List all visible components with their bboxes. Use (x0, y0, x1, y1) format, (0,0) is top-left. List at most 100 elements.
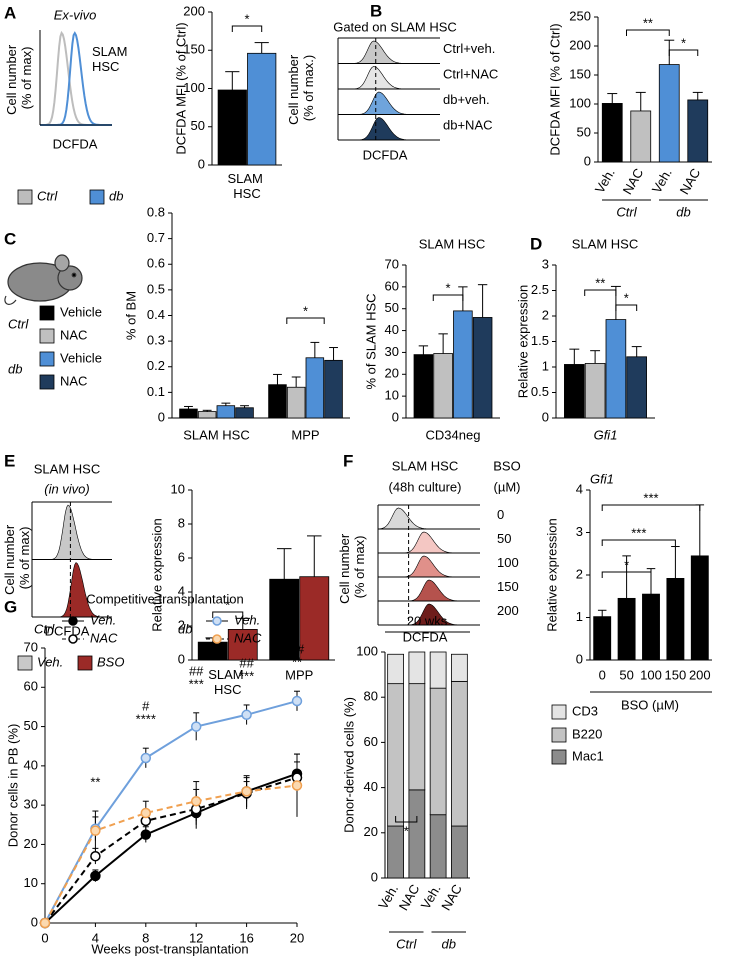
annotation: **** (136, 712, 156, 727)
panel-label: SLAM HSC (92, 44, 131, 74)
y-tick-label: 6 (178, 549, 185, 564)
y-tick-label: 0.7 (147, 230, 165, 245)
y-axis-label: Relative expression (544, 518, 559, 631)
significance-bracket (231, 25, 263, 32)
point (140, 807, 152, 819)
bar (235, 407, 254, 419)
y-tick-label: 20 (385, 366, 399, 381)
bar-segment (408, 651, 426, 685)
histogram (32, 504, 112, 560)
bar (197, 411, 217, 419)
point (39, 917, 51, 929)
bar (666, 578, 685, 661)
panel-letter: A (4, 3, 16, 22)
y-tick-label: 2.5 (531, 282, 549, 297)
legend-label: Veh. (234, 612, 260, 627)
significance-label: * (404, 823, 409, 838)
x-tick-label: 8 (142, 930, 149, 945)
point (190, 795, 202, 807)
histogram (338, 91, 440, 115)
row-label: db+veh. (443, 92, 490, 107)
x-tick-label: SLAM HSC (208, 667, 247, 697)
bar (227, 629, 258, 661)
row-label: Ctrl+NAC (443, 66, 498, 81)
y-tick-label: 150 (183, 42, 205, 57)
point (291, 780, 303, 791)
x-axis-label: BSO (µM) (621, 697, 679, 712)
text-line: Cell number (4, 41, 19, 115)
x-tick-label: 12 (189, 930, 203, 945)
legend-group: db (8, 361, 22, 376)
y-axis-label: Donor cells in PB (%) (5, 724, 20, 848)
series-line (44, 776, 298, 924)
y-tick-label: 250 (569, 8, 591, 23)
chart-title: SLAM HSC (419, 236, 485, 251)
significance-bracket (212, 611, 244, 618)
bar-segment (451, 653, 468, 682)
significance-label: * (624, 557, 629, 572)
point (291, 695, 303, 707)
y-tick-label: 10 (171, 481, 185, 496)
group-label: db (676, 204, 690, 219)
point (241, 786, 252, 797)
chart-subtitle: (in vivo) (44, 481, 90, 496)
y-tick-label: 4 (576, 481, 583, 496)
point (90, 870, 101, 882)
y-tick-label: 0 (584, 153, 591, 168)
significance-label: * (624, 290, 629, 305)
y-tick-label: 0.1 (147, 384, 165, 399)
row-header: BSO (493, 458, 520, 473)
series-line (44, 772, 298, 924)
legend-label: B220 (572, 726, 602, 741)
histogram (32, 562, 112, 618)
y-tick-label: 50 (577, 124, 591, 139)
y-axis-label: DCFDA MFI (% of Ctrl) (173, 22, 188, 154)
text-line: (% of max) (17, 527, 32, 590)
bar (217, 89, 247, 166)
bar-segment (408, 683, 426, 791)
y-tick-label: 60 (364, 734, 378, 749)
y-tick-label: 20 (24, 836, 38, 851)
significance-label: *** (643, 490, 658, 505)
bar (453, 310, 473, 419)
y-tick-label: 30 (24, 797, 38, 812)
y-tick-label: 70 (385, 256, 399, 271)
x-tick-label: Gfi1 (594, 427, 618, 442)
bar (601, 103, 623, 163)
legend-swatch (89, 189, 105, 205)
y-axis-label: Cell number (% of max) (337, 530, 367, 604)
y-axis-label: Cell number (% of max.) (286, 51, 316, 125)
text-line: HSC (233, 186, 260, 201)
legend-swatch (39, 374, 55, 390)
y-tick-label: 1 (576, 609, 583, 624)
bar (324, 359, 343, 419)
x-tick-label: SLAM HSC (227, 171, 266, 201)
row-label: 100 (497, 555, 519, 570)
x-tick-label: 100 (640, 667, 662, 682)
y-tick-label: 0 (576, 651, 583, 666)
bar (584, 363, 606, 419)
bar (247, 52, 277, 166)
y-tick-label: 40 (364, 779, 378, 794)
row-label: 0 (497, 507, 504, 522)
annotation: ## (189, 663, 204, 678)
y-tick-label: 100 (356, 643, 378, 658)
point (190, 721, 202, 732)
y-axis-label: Cell number (% of max) (2, 521, 32, 595)
y-tick-label: 0 (198, 156, 205, 171)
mouse-head (57, 265, 83, 291)
bar (269, 578, 300, 661)
significance-bracket (601, 504, 701, 511)
x-axis-label: DCFDA (363, 147, 408, 162)
bar (564, 364, 585, 419)
histogram (378, 555, 480, 578)
y-tick-label: 60 (24, 679, 38, 694)
x-tick-label: NAC (620, 166, 647, 197)
legend-marker (68, 634, 78, 644)
annotation: *** (189, 676, 204, 691)
row-label: 50 (497, 531, 511, 546)
series-line (44, 700, 298, 924)
y-tick-label: 0.2 (147, 358, 165, 373)
legend-swatch (551, 749, 567, 765)
x-tick-label: 0 (41, 930, 48, 945)
